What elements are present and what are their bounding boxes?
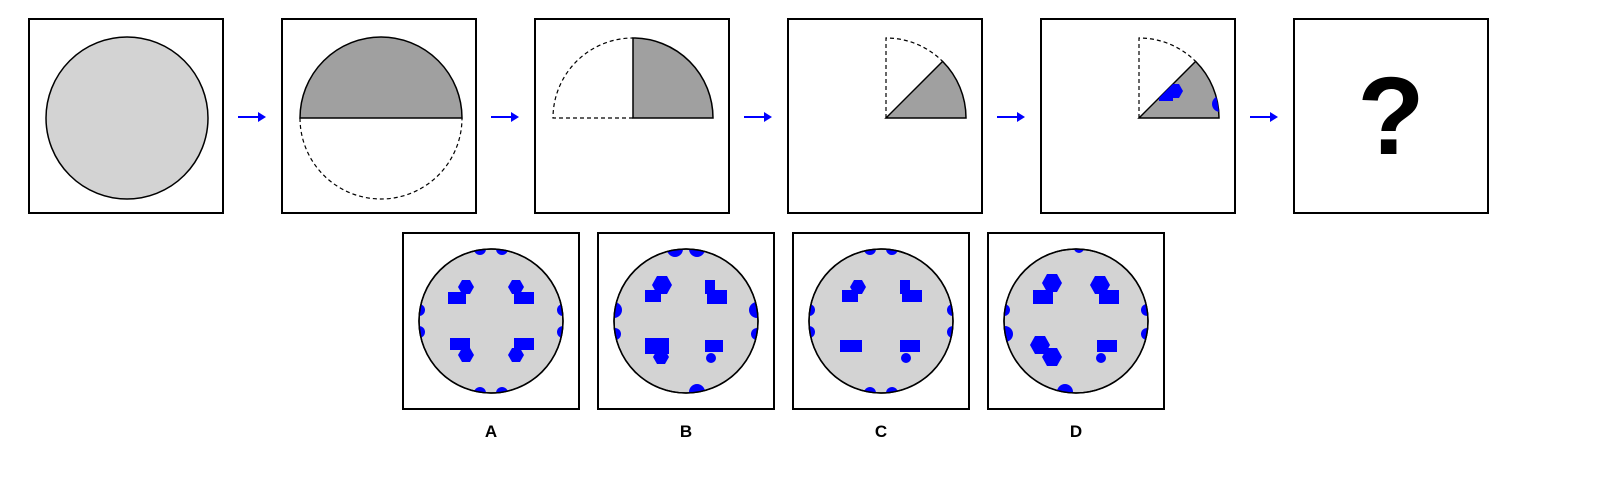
punched-eighth-figure xyxy=(1137,37,1220,119)
arrow-icon xyxy=(997,112,1025,122)
question-mark: ? xyxy=(1357,54,1425,178)
arrow-icon xyxy=(744,112,772,122)
folded-eighth xyxy=(884,60,967,119)
full-circle-figure xyxy=(45,36,209,200)
arrow-icon xyxy=(1250,112,1278,122)
paper-circle xyxy=(45,36,209,200)
arrow-icon xyxy=(238,112,266,122)
folded-away-half xyxy=(299,117,463,200)
half-fold-figure xyxy=(299,36,463,200)
step-3-panel xyxy=(534,18,730,214)
folded-half xyxy=(299,36,463,119)
option-c-panel[interactable] xyxy=(792,232,970,410)
square-hole xyxy=(1159,90,1173,101)
folded-away-quarter xyxy=(552,37,634,119)
quarter-fold-figure xyxy=(552,37,714,119)
option-c-label: C xyxy=(874,422,888,441)
option-b-panel[interactable] xyxy=(597,232,775,410)
step-1-panel xyxy=(28,18,224,214)
semicircle-hole xyxy=(1212,96,1220,112)
option-a-label: A xyxy=(484,422,498,441)
folded-away-eighth xyxy=(885,37,944,118)
eighth-fold-figure xyxy=(884,37,967,119)
option-d-figure xyxy=(1003,248,1149,394)
option-a-panel[interactable] xyxy=(402,232,580,410)
option-a-figure xyxy=(418,248,564,394)
folded-quarter xyxy=(632,37,714,119)
step-6-panel: ? xyxy=(1293,18,1489,214)
step-4-panel xyxy=(787,18,983,214)
option-b-figure xyxy=(613,248,759,394)
option-b-label: B xyxy=(679,422,693,441)
option-d-label: D xyxy=(1069,422,1083,441)
option-c-figure xyxy=(808,248,954,394)
folded-away-eighth xyxy=(1138,37,1197,118)
option-d-panel[interactable] xyxy=(987,232,1165,410)
step-2-panel xyxy=(281,18,477,214)
step-5-panel xyxy=(1040,18,1236,214)
arrow-icon xyxy=(491,112,519,122)
